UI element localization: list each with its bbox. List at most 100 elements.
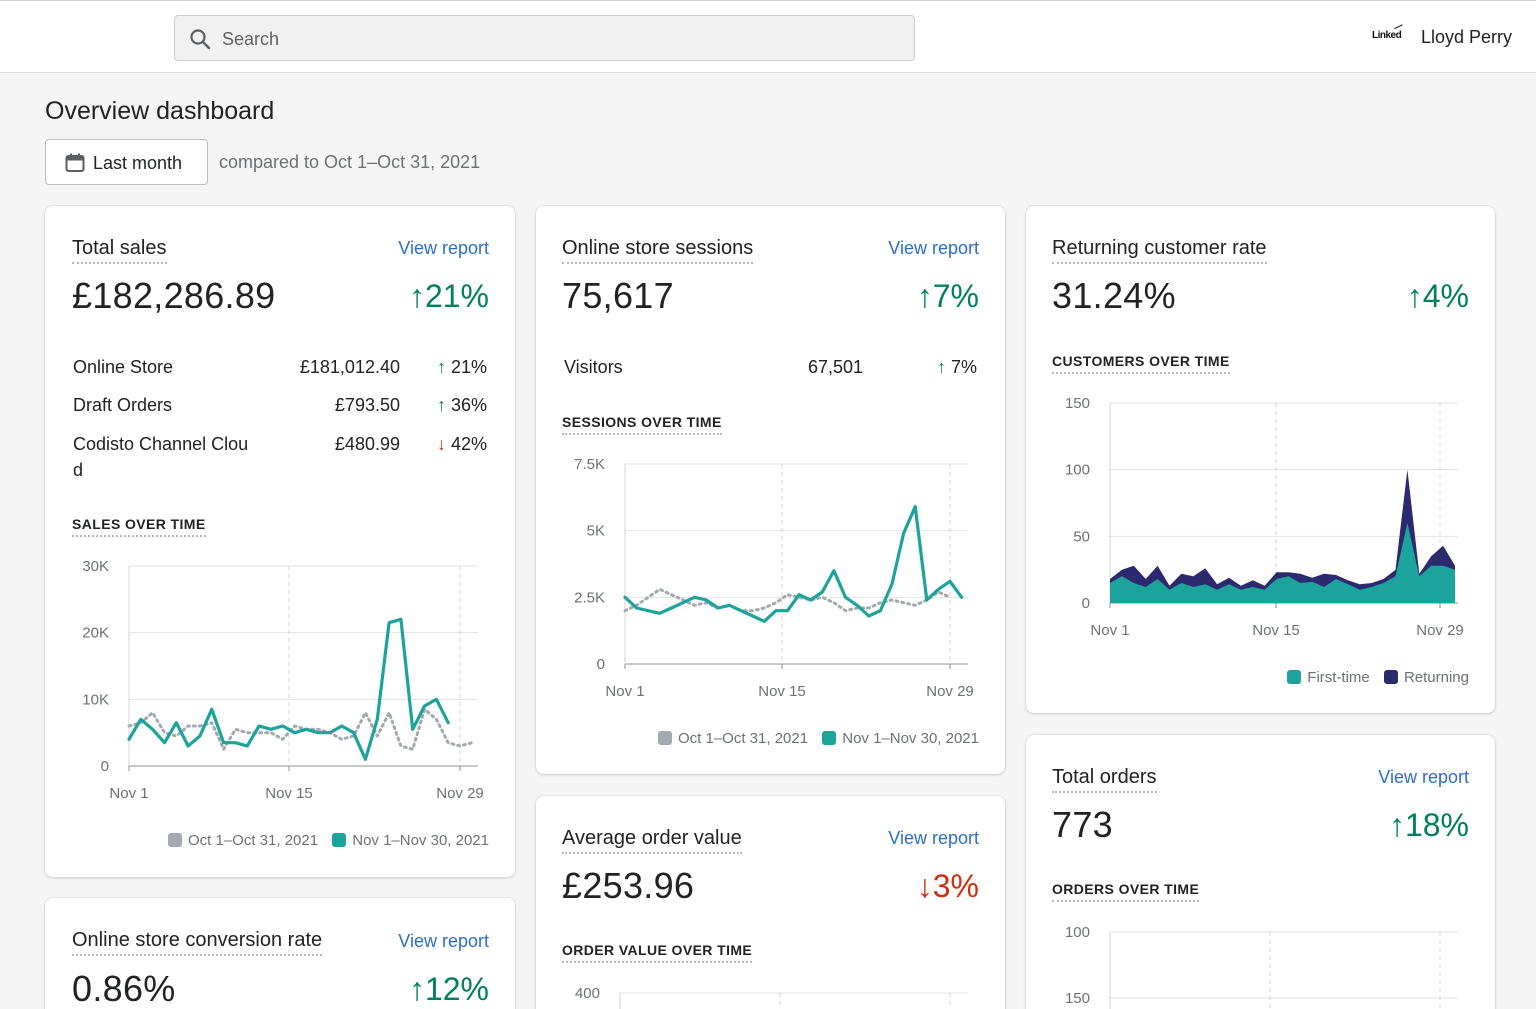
visitors-change: ↑ 7% [937,357,977,378]
card-title: Returning customer rate [1052,236,1267,264]
sessions-chart: 0 2.5K 5K 7.5K Nov 1 Nov 15 Nov 29 [574,456,974,700]
channel-change-pct: 42% [450,434,487,454]
y-tick-label: 150 [1065,990,1090,1007]
view-report-link[interactable]: View report [398,238,489,258]
returning-customer-card: Returning customer rate 31.24% ↑4% CUSTO… [1026,206,1495,713]
previous-period-line [127,707,474,751]
view-report-link[interactable]: View report [888,238,979,258]
x-tick-label: Nov 1 [109,785,148,802]
legend-item-previous: Oct 1–Oct 31, 2021 [657,730,809,747]
arrow-up-icon: ↑ [436,395,446,415]
y-tick-label: 150 [1065,395,1090,412]
calendar-icon [65,153,85,172]
y-tick-label: 400 [575,985,600,1002]
legend-swatch [657,731,672,745]
customers-chart: 0 50 100 150 Nov 1 Nov 15 Nov 29 [1065,395,1464,639]
channel-change-pct: 36% [450,395,487,415]
view-report-link[interactable]: View report [1378,767,1469,787]
channel-label: Draft Orders [73,395,173,415]
current-period-line [127,617,450,761]
y-tick-label: 5K [587,523,605,540]
chart-title: SESSIONS OVER TIME [562,414,722,435]
change-badge: ↑12% [408,971,489,1007]
x-tick-label: Nov 29 [436,785,484,802]
channel-value: £181,012.40 [299,357,400,377]
y-tick-label: 20K [82,625,109,642]
legend-item-current: Nov 1–Nov 30, 2021 [822,730,979,747]
legend-label: First-time [1307,669,1370,686]
x-tick-label: Nov 29 [926,683,974,700]
total-sales-value: £182,286.89 [72,275,276,316]
change-badge: ↑4% [1406,278,1469,314]
x-tick-label: Nov 15 [265,785,313,802]
legend-swatch [822,731,837,745]
order-value-chart: 400 [575,985,968,1009]
y-tick-label: 50 [1073,528,1090,545]
chart-legend: First-time Returning [1277,669,1469,686]
channel-change: ↓ 42% [437,434,487,455]
legend-swatch [1287,670,1302,684]
legend-item-first-time: First-time [1287,669,1370,686]
legend-label: Oct 1–Oct 31, 2021 [677,730,809,747]
compare-text: compared to Oct 1–Oct 31, 2021 [219,152,481,172]
orders-chart: 100 150 [1065,924,1458,1009]
page-title: Overview dashboard [45,97,275,125]
change-badge: ↑18% [1388,807,1469,843]
y-tick-label: 100 [1065,462,1090,479]
channel-label: Codisto Channel Clou d [73,434,249,480]
channel-change: ↑ 21% [437,357,487,378]
change-badge: ↑21% [408,278,489,314]
y-tick-label: 0 [597,656,605,673]
channel-change-pct: 21% [450,357,487,377]
chart-title: CUSTOMERS OVER TIME [1052,353,1230,374]
view-report-link[interactable]: View report [398,931,489,951]
change-badge: ↓3% [916,868,979,904]
sessions-value: 75,617 [562,275,674,316]
channel-label: Online Store [73,357,174,377]
user-menu[interactable]: Lloyd Perry [1421,27,1513,47]
total-sales-card: Total sales View report £182,286.89 ↑21%… [45,206,515,877]
chart-legend: Oct 1–Oct 31, 2021 Nov 1–Nov 30, 2021 [158,832,489,849]
card-title: Total sales [72,236,167,264]
y-tick-label: 7.5K [574,456,605,473]
legend-swatch [167,833,182,847]
x-tick-label: Nov 1 [605,683,644,700]
current-period-line [623,505,964,623]
search-input[interactable]: Search [174,15,915,61]
card-title: Average order value [562,826,742,854]
average-order-value-card: Average order value View report £253.96 … [536,796,1005,1009]
arrow-up-icon: ↑ [936,357,946,377]
sales-chart: 0 10K 20K 30K Nov 1 Nov 15 Nov 29 [82,558,484,802]
x-tick-label: Nov 1 [1090,622,1129,639]
legend-item-current: Nov 1–Nov 30, 2021 [332,832,489,849]
average-order-value: £253.96 [562,865,695,906]
legend-label: Returning [1403,669,1469,686]
visitors-change-pct: 7% [950,357,977,377]
date-range-button[interactable]: Last month [45,139,208,185]
date-range-label: Last month [93,153,183,173]
chart-title: ORDER VALUE OVER TIME [562,942,753,963]
legend-label: Nov 1–Nov 30, 2021 [352,832,489,849]
legend-swatch [1383,670,1398,684]
y-tick-label: 2.5K [574,589,605,606]
chart-title: ORDERS OVER TIME [1052,881,1200,902]
card-title: Online store sessions [562,236,754,264]
y-tick-label: 30K [82,558,109,575]
search-icon [190,29,211,50]
visitors-label: Visitors [564,357,623,377]
first-time-area [1110,523,1455,603]
card-title: Total orders [1052,765,1157,793]
chart-title: SALES OVER TIME [72,516,206,537]
legend-swatch [332,833,347,847]
legend-item-returning: Returning [1383,669,1469,686]
y-tick-label: 0 [101,758,109,775]
store-logo: Linked [1372,30,1402,41]
view-report-link[interactable]: View report [888,828,979,848]
y-tick-label: 0 [1082,595,1090,612]
y-tick-label: 100 [1065,924,1090,941]
total-orders-card: Total orders View report 773 ↑18% ORDERS… [1026,735,1495,1009]
conversion-rate-value: 0.86% [72,968,176,1009]
legend-label: Nov 1–Nov 30, 2021 [842,730,979,747]
top-bar: Search Linked Lloyd Perry [0,0,1536,73]
arrow-down-icon: ↓ [436,434,446,454]
